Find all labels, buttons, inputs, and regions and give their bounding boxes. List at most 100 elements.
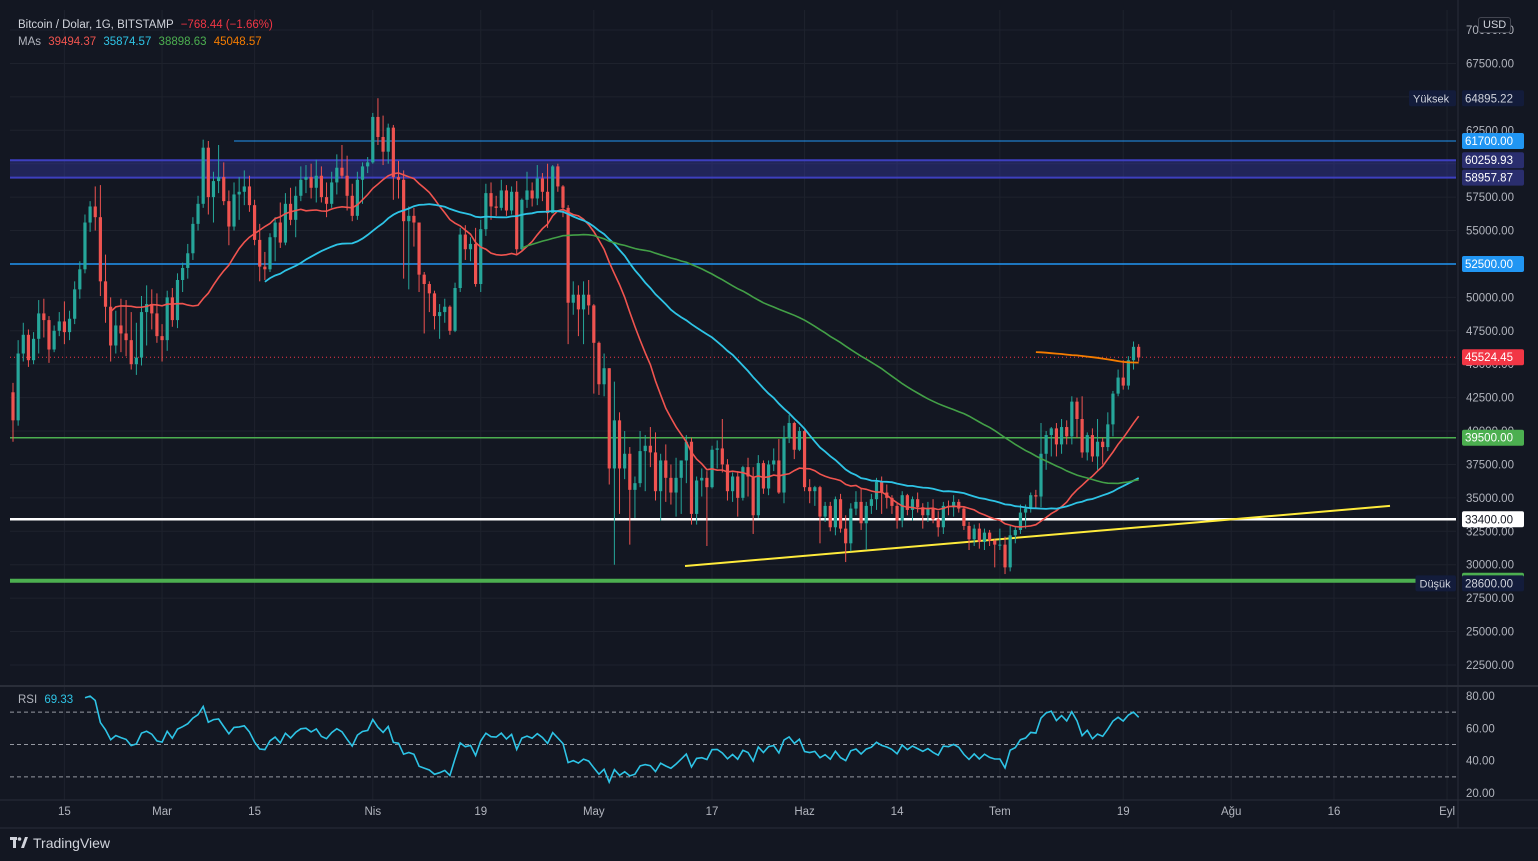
candle-body[interactable] [1013,529,1017,536]
candle-body[interactable] [93,206,97,218]
candle-body[interactable] [468,243,473,250]
candle-body[interactable] [73,289,77,319]
candle-body[interactable] [540,178,545,192]
candle-body[interactable] [535,178,539,199]
candle-body[interactable] [165,297,169,341]
candle-body[interactable] [324,197,329,204]
candle-body[interactable] [124,333,128,341]
candle-body[interactable] [952,501,956,508]
candle-body[interactable] [797,431,802,450]
candle-body[interactable] [247,186,252,206]
candle-body[interactable] [746,467,750,477]
candle-body[interactable] [617,420,622,469]
candle-body[interactable] [756,463,760,516]
candle-body[interactable] [700,477,704,481]
candle-body[interactable] [1080,419,1084,453]
supply-zone[interactable] [10,160,1456,178]
candle-body[interactable] [484,193,488,230]
candle-body[interactable] [494,206,498,208]
candle-body[interactable] [443,306,447,313]
candle-body[interactable] [844,528,848,544]
candle-body[interactable] [109,306,113,346]
candle-body[interactable] [314,175,318,188]
candle-body[interactable] [175,280,180,321]
candle-body[interactable] [227,201,231,227]
candle-body[interactable] [217,177,221,182]
candle-body[interactable] [581,294,586,310]
candle-body[interactable] [880,481,884,493]
candle-body[interactable] [150,304,154,314]
candle-body[interactable] [1095,441,1100,457]
candle-body[interactable] [802,431,807,488]
candle-body[interactable] [278,222,282,243]
candle-body[interactable] [242,186,246,192]
candle-body[interactable] [155,313,159,337]
candle-body[interactable] [664,460,668,478]
candle-body[interactable] [201,147,205,204]
candle-body[interactable] [206,147,210,198]
candle-body[interactable] [489,193,493,207]
candle-body[interactable] [1111,393,1115,425]
candle-body[interactable] [330,182,334,204]
candle-body[interactable] [679,460,683,478]
candle-body[interactable] [1059,427,1064,445]
candle-body[interactable] [628,453,632,490]
candle-body[interactable] [1116,377,1120,394]
candle-body[interactable] [525,190,529,200]
candle-body[interactable] [1101,441,1105,448]
candle-body[interactable] [1054,428,1059,445]
candle-body[interactable] [37,313,41,339]
candle-body[interactable] [11,392,15,421]
candle-body[interactable] [432,293,437,317]
candle-body[interactable] [561,186,565,208]
candle-body[interactable] [772,460,776,465]
candle-body[interactable] [222,177,226,202]
candle-body[interactable] [448,306,452,331]
candle-body[interactable] [854,501,858,509]
candle-body[interactable] [1070,401,1074,437]
candle-body[interactable] [515,191,519,250]
candle-body[interactable] [1126,360,1130,386]
candle-body[interactable] [936,519,940,528]
candle-body[interactable] [967,525,971,540]
candle-body[interactable] [170,297,174,321]
candle-body[interactable] [828,505,832,528]
candle-body[interactable] [1039,453,1043,497]
candle-body[interactable] [905,495,909,510]
candle-body[interactable] [345,175,349,196]
candle-body[interactable] [83,222,87,270]
price-axis-label[interactable]: 64895.22 Yüksek [1409,90,1524,107]
price-axis-label[interactable]: 39500.00 [1462,429,1524,446]
candle-body[interactable] [957,501,961,509]
price-axis-label[interactable]: 45524.45 [1462,349,1524,366]
rsi-label[interactable]: RSI [18,694,38,706]
candle-body[interactable] [211,181,216,198]
price-axis-label[interactable]: 28600.00 Düşük [1415,575,1525,592]
candle-body[interactable] [566,207,570,303]
candle-body[interactable] [1131,346,1136,361]
candle-body[interactable] [864,505,868,524]
candle-body[interactable] [263,266,267,270]
candle-body[interactable] [1003,544,1007,568]
candle-body[interactable] [299,179,303,196]
candle-body[interactable] [232,194,236,227]
candle-body[interactable] [350,195,354,216]
candle-body[interactable] [576,294,580,310]
trendline[interactable] [684,504,1391,568]
candle-body[interactable] [849,508,853,544]
ma-label[interactable]: MAs [18,36,41,48]
candle-body[interactable] [705,477,709,488]
candle-body[interactable] [160,336,164,341]
candle-body[interactable] [1008,535,1012,568]
candle-body[interactable] [145,304,149,313]
candle-body[interactable] [67,318,72,333]
candle-body[interactable] [237,191,241,195]
price-axis-label[interactable]: 33400.00 [1462,511,1524,528]
price-axis-label[interactable]: 60259.93 [1462,152,1524,169]
ma-20-line[interactable] [110,172,1140,528]
candle-body[interactable] [319,175,323,198]
candle-body[interactable] [283,203,288,243]
candle-body[interactable] [309,177,313,188]
candle-body[interactable] [196,203,200,224]
